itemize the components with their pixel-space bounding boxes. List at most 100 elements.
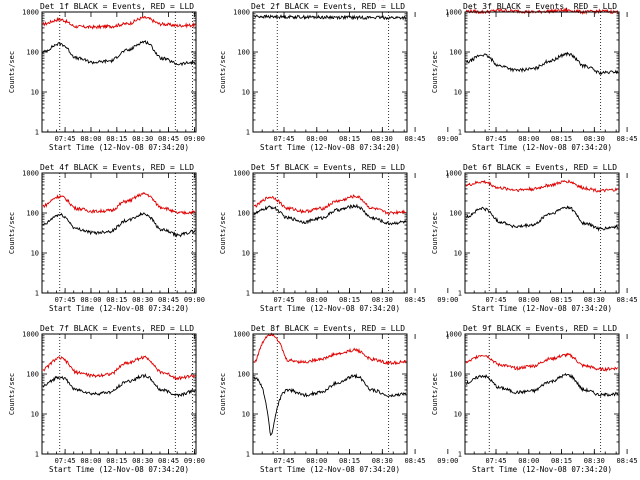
series-line-red-lld [465, 179, 619, 193]
x-tick-label: 08:45 [405, 296, 426, 304]
y-axis-label: Counts/sec [8, 51, 16, 93]
x-tick-label: 08:00 [518, 296, 539, 304]
series-line-black-events [253, 373, 407, 437]
x-tick-label: 08:00 [306, 296, 327, 304]
y-tick-label: 1 [246, 451, 250, 459]
x-tick-label: 08:45 [617, 296, 638, 304]
panel-8: Det 8f BLACK = Events, RED = LLD Counts/s… [219, 324, 458, 474]
series-line-red-lld [465, 352, 619, 373]
plot-frame [464, 333, 620, 455]
plot-frame [252, 333, 408, 455]
y-tick-label: 1 [35, 451, 39, 459]
y-tick-label: 100 [237, 210, 250, 218]
series-line-red-lld [253, 194, 407, 216]
y-tick-label: 10 [242, 250, 250, 258]
panel-title: Det 2f BLACK = Events, RED = LLD [251, 2, 405, 11]
y-tick-label: 100 [26, 371, 39, 379]
x-tick-label: 07:45 [485, 457, 506, 465]
y-tick-label: 10 [242, 411, 250, 419]
x-tick-label: 07:45 [273, 296, 294, 304]
panel-4: Det 4f BLACK = Events, RED = LLD Counts/s… [8, 163, 205, 313]
y-tick-label: 100 [449, 49, 462, 57]
x-axis-label: Start Time (12-Nov-08 07:34:20) [49, 143, 189, 152]
x-tick-label: 08:45 [405, 457, 426, 465]
x-tick-label: 08:00 [518, 457, 539, 465]
x-tick-label: 07:45 [273, 457, 294, 465]
y-tick-label: 10 [242, 89, 250, 97]
plot-frame [252, 11, 408, 133]
x-tick-label: 08:45 [158, 296, 179, 304]
x-tick-label: 07:45 [485, 135, 506, 143]
x-tick-label: 07:45 [485, 296, 506, 304]
y-tick-label: 1 [458, 451, 462, 459]
series-line-black-events [466, 205, 619, 232]
y-tick-label: 10 [454, 89, 462, 97]
y-tick-label: 10 [31, 250, 39, 258]
panel-title: Det 8f BLACK = Events, RED = LLD [251, 324, 405, 333]
y-tick-label: 1000 [445, 9, 462, 17]
x-tick-label: 08:00 [80, 457, 101, 465]
x-tick-label: 07:45 [55, 135, 76, 143]
x-tick-label: 09:00 [184, 296, 205, 304]
y-tick-label: 100 [449, 210, 462, 218]
y-tick-label: 1 [35, 290, 39, 298]
x-tick-label: 08:00 [306, 135, 327, 143]
series-line-red-lld [42, 15, 196, 30]
y-tick-label: 1000 [233, 9, 250, 17]
series-line-black-events [42, 373, 196, 398]
y-axis-label: Counts/sec [219, 212, 227, 254]
panel-title: Det 7f BLACK = Events, RED = LLD [40, 324, 194, 333]
y-axis-label: Counts/sec [431, 51, 439, 93]
x-tick-label: 08:30 [132, 296, 153, 304]
x-tick-label: 08:15 [551, 457, 572, 465]
y-axis-label: Counts/sec [219, 373, 227, 415]
x-tick-label: 09:00 [437, 296, 458, 304]
panel-1: Det 1f BLACK = Events, RED = LLD Counts/s… [8, 2, 205, 152]
y-tick-label: 1000 [445, 170, 462, 178]
x-tick-label: 08:15 [339, 457, 360, 465]
y-axis-label: Counts/sec [431, 373, 439, 415]
series-line-black-events [253, 203, 407, 226]
panel-title: Det 9f BLACK = Events, RED = LLD [463, 324, 617, 333]
panel-9: Det 9f BLACK = Events, RED = LLD Counts/s… [431, 324, 638, 474]
y-tick-label: 10 [454, 411, 462, 419]
panel-title: Det 5f BLACK = Events, RED = LLD [251, 163, 405, 172]
plot-frame [41, 172, 197, 294]
y-tick-label: 1000 [22, 170, 39, 178]
x-tick-label: 08:45 [405, 135, 426, 143]
x-axis-label: Start Time (12-Nov-08 07:34:20) [472, 304, 612, 313]
panel-3: Det 3f BLACK = Events, RED = LLD Counts/s… [431, 2, 638, 152]
x-tick-label: 08:30 [372, 135, 393, 143]
panel-6: Det 6f BLACK = Events, RED = LLD Counts/s… [431, 163, 638, 313]
y-tick-label: 100 [26, 210, 39, 218]
y-tick-label: 100 [237, 49, 250, 57]
x-tick-label: 07:45 [55, 457, 76, 465]
x-tick-label: 08:15 [106, 135, 127, 143]
x-tick-label: 08:15 [551, 296, 572, 304]
y-tick-label: 1 [246, 129, 250, 137]
x-tick-label: 08:00 [80, 296, 101, 304]
x-axis-label: Start Time (12-Nov-08 07:34:20) [49, 304, 189, 313]
y-axis-label: Counts/sec [219, 51, 227, 93]
plot-frame [464, 11, 620, 133]
plot-frame [252, 172, 408, 294]
x-axis-label: Start Time (12-Nov-08 07:34:20) [472, 465, 612, 474]
x-tick-label: 07:45 [55, 296, 76, 304]
series-line-black-events [253, 14, 407, 21]
x-axis-label: Start Time (12-Nov-08 07:34:20) [260, 465, 400, 474]
y-tick-label: 10 [454, 250, 462, 258]
panel-2: Det 2f BLACK = Events, RED = LLD Counts/s… [219, 0, 458, 152]
y-tick-label: 1000 [22, 331, 39, 339]
panel-5: Det 5f BLACK = Events, RED = LLD Counts/s… [219, 163, 458, 313]
x-tick-label: 08:30 [132, 457, 153, 465]
x-tick-label: 08:15 [106, 457, 127, 465]
x-tick-label: 09:00 [184, 135, 205, 143]
x-tick-label: 08:30 [372, 457, 393, 465]
x-tick-label: 08:00 [306, 457, 327, 465]
y-axis-label: Counts/sec [8, 212, 16, 254]
x-tick-label: 08:45 [617, 135, 638, 143]
plot-frame [464, 172, 620, 294]
x-axis-label: Start Time (12-Nov-08 07:34:20) [260, 304, 400, 313]
y-tick-label: 1 [458, 129, 462, 137]
x-tick-label: 07:45 [273, 135, 294, 143]
